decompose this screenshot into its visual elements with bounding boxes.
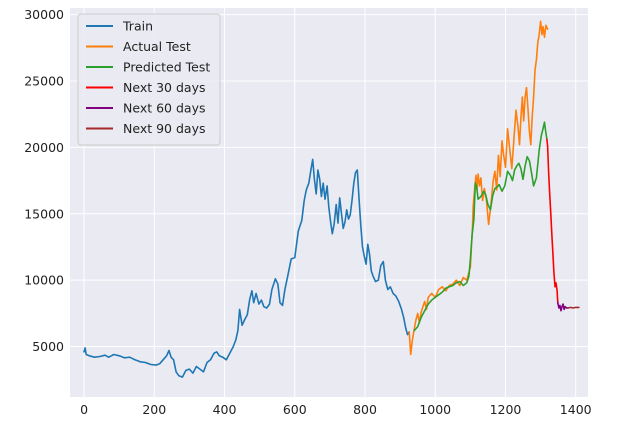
y-tick-label: 15000 [24, 206, 64, 221]
x-tick-label: 800 [353, 402, 377, 417]
y-tick-label: 20000 [24, 140, 64, 155]
x-tick-label: 1400 [560, 402, 592, 417]
legend-box [77, 13, 221, 146]
x-tick-label: 0 [80, 402, 88, 417]
legend-label-next-60-days: Next 60 days [123, 101, 205, 116]
x-tick-label: 1200 [490, 402, 522, 417]
x-tick-label: 600 [283, 402, 307, 417]
series-line-next-60-days [557, 301, 569, 312]
series-line-next-90-days [567, 306, 580, 309]
x-tick-label: 400 [213, 402, 237, 417]
x-tick-label: 200 [142, 402, 166, 417]
legend-label-actual-test: Actual Test [123, 39, 191, 54]
y-tick-label: 30000 [24, 7, 64, 22]
x-axis-ticks: 0 200 400 600 800 1000 1200 1400 [80, 402, 592, 417]
series-line-train [83, 158, 410, 378]
y-axis-ticks: 5000 10000 15000 20000 25000 30000 [24, 7, 64, 354]
series-line-predicted-test [413, 121, 548, 332]
y-tick-label: 25000 [24, 74, 64, 89]
series-line-next-30-days [546, 138, 559, 304]
series-layer [83, 20, 580, 378]
x-tick-label: 1000 [419, 402, 451, 417]
legend-label-next-30-days: Next 30 days [123, 80, 205, 95]
legend: Train Actual Test Predicted Test Next 30 da… [77, 13, 221, 146]
y-tick-label: 5000 [32, 339, 64, 354]
y-tick-label: 10000 [24, 273, 64, 288]
legend-label-train: Train [122, 19, 153, 34]
legend-label-predicted-test: Predicted Test [123, 60, 210, 75]
legend-label-next-90-days: Next 90 days [123, 121, 205, 136]
